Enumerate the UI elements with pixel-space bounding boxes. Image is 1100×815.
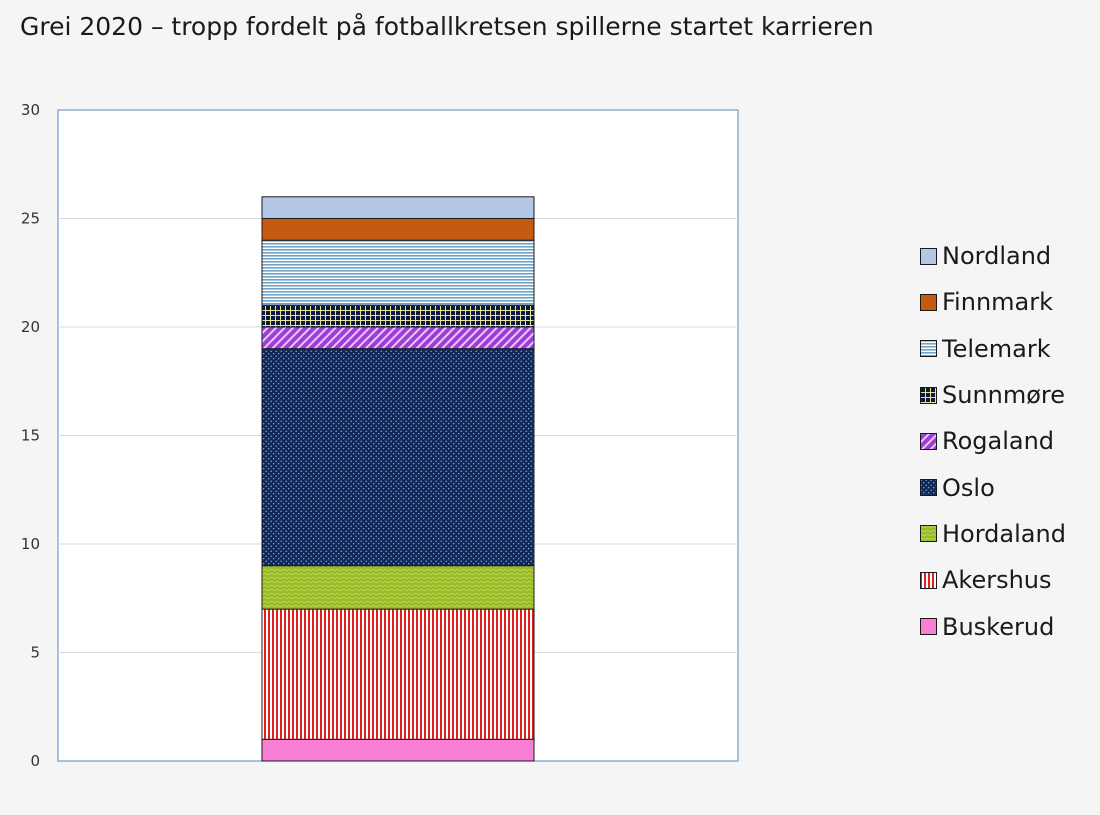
y-tick-label: 30	[21, 101, 40, 119]
legend-swatch	[920, 525, 937, 543]
legend-label: Telemark	[942, 334, 1051, 363]
legend-swatch	[920, 293, 937, 311]
y-tick-label: 0	[30, 752, 40, 770]
y-tick-label: 10	[21, 535, 40, 553]
legend-item-sunnm-re: Sunnmøre	[920, 372, 1066, 418]
y-tick-label: 25	[21, 210, 40, 228]
bar-segment-nordland	[261, 196, 535, 220]
legend-swatch	[920, 571, 937, 589]
legend-swatch	[920, 479, 937, 497]
legend-item-finnmark: Finnmark	[920, 279, 1066, 325]
legend-label: Akershus	[942, 566, 1052, 595]
bar-segment-finnmark	[261, 218, 535, 241]
bar-segment-hordaland	[261, 565, 535, 610]
legend-item-nordland: Nordland	[920, 233, 1066, 279]
bar-segment-oslo	[261, 348, 535, 567]
legend-label: Rogaland	[942, 427, 1055, 456]
legend-item-oslo: Oslo	[920, 464, 1066, 510]
legend-item-akershus: Akershus	[920, 557, 1066, 603]
bar-segment-sunnm-re	[261, 304, 535, 328]
y-tick-label: 20	[21, 318, 40, 336]
bar-segment-akershus	[261, 608, 535, 740]
legend: Nordland Finnmark Telemark Sunnmøre Rogaland…	[920, 233, 1066, 650]
legend-label: Hordaland	[942, 519, 1066, 548]
legend-swatch	[920, 386, 937, 404]
legend-swatch	[920, 432, 937, 450]
y-tick-label: 5	[30, 644, 40, 662]
legend-item-telemark: Telemark	[920, 326, 1066, 372]
legend-swatch	[920, 247, 937, 265]
legend-item-rogaland: Rogaland	[920, 418, 1066, 464]
chart-title: Grei 2020 – tropp fordelt på fotballkret…	[20, 12, 874, 41]
bar-segment-rogaland	[261, 326, 535, 350]
bar-segment-telemark	[261, 239, 535, 306]
legend-swatch	[920, 618, 937, 636]
legend-item-buskerud: Buskerud	[920, 603, 1066, 649]
bar-segment-buskerud	[261, 738, 535, 762]
y-tick-label: 15	[21, 427, 40, 445]
legend-label: Buskerud	[942, 612, 1055, 641]
legend-label: Nordland	[942, 242, 1052, 271]
legend-label: Finnmark	[942, 288, 1053, 317]
legend-item-hordaland: Hordaland	[920, 511, 1066, 557]
legend-label: Oslo	[942, 473, 995, 502]
legend-label: Sunnmøre	[942, 381, 1066, 410]
legend-swatch	[920, 340, 937, 358]
